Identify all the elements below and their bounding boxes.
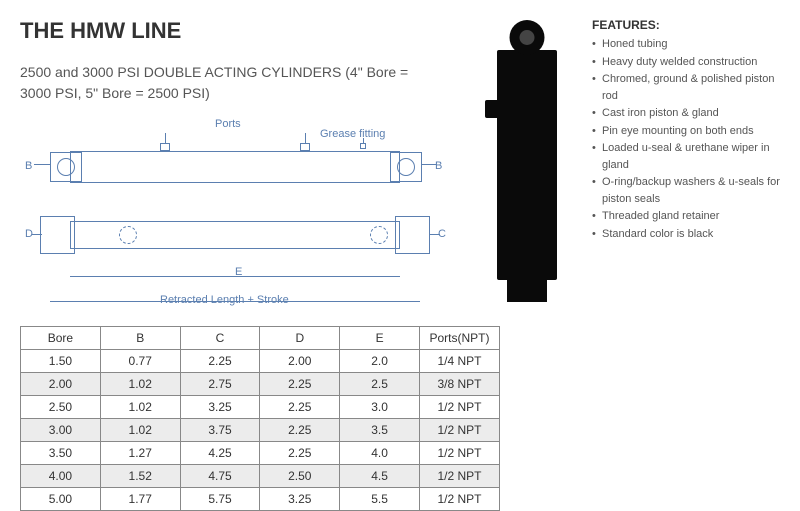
table-header-cell: B	[100, 327, 180, 350]
diagram-label-b-left: B	[25, 160, 32, 172]
feature-item: Cast iron piston & gland	[592, 105, 787, 122]
table-cell: 3.25	[180, 396, 260, 419]
feature-item: Chromed, ground & polished piston rod	[592, 71, 787, 104]
features-title: FEATURES:	[592, 18, 787, 32]
table-row: 3.001.023.752.253.51/2 NPT	[21, 419, 500, 442]
photo-cylinder-body	[497, 50, 557, 280]
features-list: Honed tubingHeavy duty welded constructi…	[592, 36, 787, 242]
diagram-label-b-right: B	[435, 160, 442, 172]
table-cell: 4.75	[180, 465, 260, 488]
table-cell: 1.52	[100, 465, 180, 488]
diagram-hole-right	[370, 226, 388, 244]
table-header-cell: Bore	[21, 327, 101, 350]
spec-table: BoreBCDEPorts(NPT) 1.500.772.252.002.01/…	[20, 326, 500, 511]
arrow-d	[32, 234, 42, 235]
table-cell: 2.25	[260, 396, 340, 419]
table-header-cell: C	[180, 327, 260, 350]
diagram-eye-left	[57, 158, 75, 176]
table-cell: 4.25	[180, 442, 260, 465]
table-cell: 1.27	[100, 442, 180, 465]
features-panel: FEATURES: Honed tubingHeavy duty welded …	[592, 18, 787, 243]
dim-line-e	[70, 276, 400, 277]
diagram-cylinder-side	[70, 151, 400, 183]
arrow-b-left	[34, 164, 50, 165]
table-row: 2.501.023.252.253.01/2 NPT	[21, 396, 500, 419]
table-cell: 2.00	[21, 373, 101, 396]
table-cell: 1.02	[100, 396, 180, 419]
table-cell: 1/4 NPT	[419, 350, 499, 373]
product-photo	[482, 20, 572, 310]
table-cell: 2.25	[260, 419, 340, 442]
diagram-eye-right	[397, 158, 415, 176]
feature-item: Heavy duty welded construction	[592, 54, 787, 71]
feature-item: Pin eye mounting on both ends	[592, 123, 787, 140]
table-cell: 1/2 NPT	[419, 419, 499, 442]
diagram-port-1	[160, 143, 170, 151]
table-cell: 3.00	[21, 419, 101, 442]
feature-item: O-ring/backup washers & u-seals for pist…	[592, 174, 787, 207]
feature-item: Honed tubing	[592, 36, 787, 53]
table-cell: 4.00	[21, 465, 101, 488]
diagram-port-2	[300, 143, 310, 151]
table-cell: 0.77	[100, 350, 180, 373]
diagram-block-left	[40, 216, 75, 254]
table-cell: 1/2 NPT	[419, 442, 499, 465]
dim-line-port1	[165, 133, 166, 143]
table-cell: 1.02	[100, 419, 180, 442]
table-row: 1.500.772.252.002.01/4 NPT	[21, 350, 500, 373]
table-row: 4.001.524.752.504.51/2 NPT	[21, 465, 500, 488]
table-cell: 5.00	[21, 488, 101, 511]
table-cell: 2.00	[260, 350, 340, 373]
table-row: 5.001.775.753.255.51/2 NPT	[21, 488, 500, 511]
diagram-label-retracted: Retracted Length + Stroke	[160, 294, 289, 306]
table-header-cell: E	[340, 327, 420, 350]
table-row: 3.501.274.252.254.01/2 NPT	[21, 442, 500, 465]
page-subtitle: 2500 and 3000 PSI DOUBLE ACTING CYLINDER…	[20, 62, 410, 104]
dim-line-grease	[363, 138, 364, 144]
table-cell: 2.5	[340, 373, 420, 396]
feature-item: Loaded u-seal & urethane wiper in gland	[592, 140, 787, 173]
table-cell: 3.75	[180, 419, 260, 442]
table-cell: 3/8 NPT	[419, 373, 499, 396]
feature-item: Threaded gland retainer	[592, 208, 787, 225]
dim-line-port2	[305, 133, 306, 143]
table-cell: 5.75	[180, 488, 260, 511]
technical-diagram: Ports Grease fitting B B D C E Retracted…	[20, 116, 450, 316]
table-header-cell: D	[260, 327, 340, 350]
table-cell: 3.0	[340, 396, 420, 419]
table-cell: 1.50	[21, 350, 101, 373]
photo-top-eye	[510, 20, 545, 55]
arrow-b-right	[422, 164, 436, 165]
table-cell: 2.0	[340, 350, 420, 373]
table-header-cell: Ports(NPT)	[419, 327, 499, 350]
table-cell: 5.5	[340, 488, 420, 511]
photo-port	[485, 100, 507, 118]
table-cell: 2.25	[260, 373, 340, 396]
table-cell: 1.02	[100, 373, 180, 396]
table-cell: 2.50	[21, 396, 101, 419]
arrow-c	[430, 234, 440, 235]
photo-bottom-mount	[507, 280, 547, 302]
table-cell: 2.75	[180, 373, 260, 396]
table-cell: 4.5	[340, 465, 420, 488]
table-cell: 3.50	[21, 442, 101, 465]
photo-top-eye-hole	[520, 30, 535, 45]
diagram-label-ports: Ports	[215, 118, 241, 130]
dim-line-retracted	[50, 301, 420, 302]
table-cell: 3.25	[260, 488, 340, 511]
table-row: 2.001.022.752.252.53/8 NPT	[21, 373, 500, 396]
table-cell: 2.25	[180, 350, 260, 373]
table-cell: 4.0	[340, 442, 420, 465]
table-cell: 1/2 NPT	[419, 396, 499, 419]
table-cell: 1/2 NPT	[419, 465, 499, 488]
diagram-label-grease: Grease fitting	[320, 128, 385, 140]
feature-item: Standard color is black	[592, 226, 787, 243]
table-cell: 1.77	[100, 488, 180, 511]
table-cell: 2.50	[260, 465, 340, 488]
table-cell: 1/2 NPT	[419, 488, 499, 511]
table-cell: 2.25	[260, 442, 340, 465]
table-cell: 3.5	[340, 419, 420, 442]
diagram-hole-left	[119, 226, 137, 244]
diagram-block-right	[395, 216, 430, 254]
